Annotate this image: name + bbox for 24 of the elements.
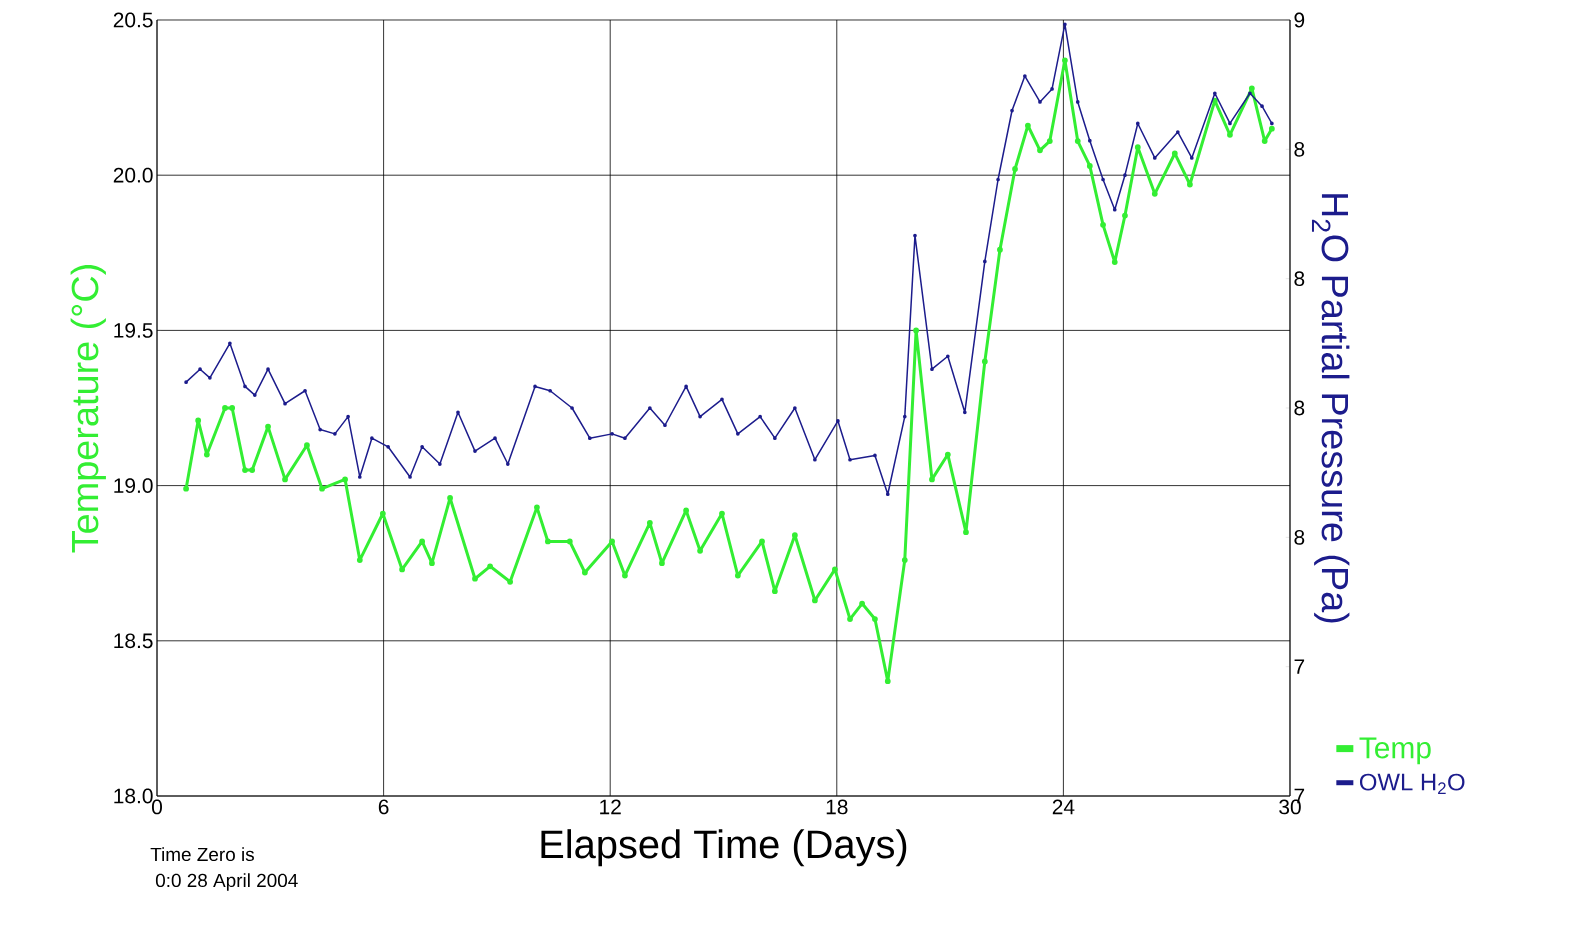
y-axis-title: Temperature (°C) [70,265,106,553]
y-tick-label: 19.0 [114,478,153,493]
y-tick-label: 18.5 [114,633,153,649]
y-tick-label: 20.0 [113,167,153,183]
y2-tick-label: 8 [1294,529,1305,545]
legend-label: Temp [1359,737,1431,765]
x-axis-title: Elapsed Time (Days) [541,829,907,867]
x-tick-label: 12 [600,799,621,815]
y2-tick-label: 8 [1294,141,1305,157]
y2-axis-title: H$_{2}$O Partial Pressure (Pa) [1311,194,1350,623]
x-tick-label: 0 [152,799,162,815]
x-tick-label: 18 [826,799,848,815]
y2-tick-label: 8 [1294,400,1305,416]
text: 0:0 28 April 2004 [155,873,298,891]
legend-label: OWL H$_{2}$O [1359,773,1465,795]
y2-tick-label: 8 [1294,271,1305,287]
text: Time Zero is [150,847,254,862]
y-tick-label: 19.5 [114,322,153,338]
x-tick-label: 6 [378,799,389,815]
x-tick-label: 24 [1052,799,1075,815]
y2-tick-label: 7 [1294,659,1305,674]
y-tick-label: 18.0 [114,788,153,804]
y-tick-label: 20.5 [113,12,153,28]
y2-tick-label: 9 [1294,12,1305,28]
